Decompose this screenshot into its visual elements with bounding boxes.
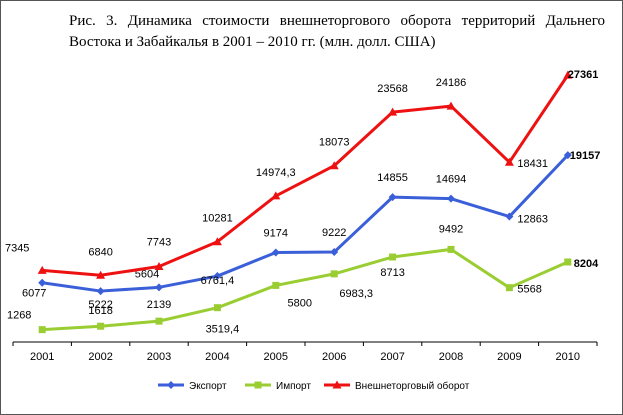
turnover-data-label: 18073 (319, 137, 350, 149)
turnover-data-label: 27361 (568, 69, 599, 81)
x-tick-label: 2002 (88, 351, 112, 363)
data-point (272, 249, 280, 257)
export-data-label: 12863 (517, 214, 548, 226)
import-data-label: 9492 (439, 223, 463, 235)
export-data-label: 9222 (322, 227, 346, 239)
data-point (255, 382, 262, 389)
import-data-label: 1618 (88, 305, 112, 317)
x-tick-label: 2005 (264, 351, 288, 363)
import-data-label: 5800 (288, 297, 312, 309)
import-legend-label: Импорт (276, 381, 311, 392)
x-tick-label: 2007 (380, 351, 404, 363)
data-point (447, 195, 455, 203)
data-point (448, 246, 455, 253)
turnover-data-label: 24186 (436, 77, 467, 89)
import-data-label: 1268 (7, 310, 31, 322)
data-point (38, 279, 46, 287)
turnover-data-label: 14974,3 (256, 167, 296, 179)
import-data-label: 2139 (147, 299, 171, 311)
data-point (156, 318, 163, 325)
export-data-label: 19157 (570, 150, 601, 162)
import-data-label: 8713 (380, 267, 404, 279)
export-series-line (42, 155, 568, 291)
export-data-label: 6761,4 (201, 275, 235, 287)
turnover-data-label: 7743 (147, 236, 171, 248)
chart-caption: Рис. 3. Динамика стоимости внешнеторгово… (69, 11, 605, 53)
export-legend-label: Экспорт (189, 381, 227, 392)
data-point (97, 323, 104, 330)
turnover-data-label: 23568 (377, 83, 408, 95)
data-point (272, 282, 279, 289)
data-point (331, 270, 338, 277)
x-tick-label: 2009 (497, 351, 521, 363)
data-point (167, 381, 175, 389)
import-data-label: 3519,4 (206, 324, 240, 336)
data-point (39, 326, 46, 333)
turnover-data-label: 18431 (517, 158, 548, 170)
import-data-label: 8204 (574, 258, 599, 270)
data-point (97, 287, 105, 295)
data-point (564, 258, 571, 265)
import-data-label: 6983,3 (339, 288, 373, 300)
turnover-series-line (42, 75, 568, 275)
data-point (506, 284, 513, 291)
export-data-label: 9174 (264, 228, 288, 240)
data-point (389, 254, 396, 261)
data-point (155, 283, 163, 291)
x-tick-label: 2003 (147, 351, 171, 363)
turnover-legend-label: Внешнеторговый оборот (355, 380, 470, 392)
x-tick-label: 2001 (30, 351, 54, 363)
x-tick-label: 2004 (205, 351, 229, 363)
data-point (214, 304, 221, 311)
x-tick-label: 2010 (556, 351, 580, 363)
turnover-data-label: 10281 (202, 213, 233, 225)
export-data-label: 14855 (377, 172, 408, 184)
turnover-data-label: 7345 (5, 242, 29, 254)
import-data-label: 5568 (517, 284, 541, 296)
x-tick-label: 2008 (439, 351, 463, 363)
export-data-label: 14694 (436, 174, 467, 186)
export-data-label: 6077 (22, 288, 46, 300)
turnover-data-label: 6840 (88, 246, 112, 258)
x-tick-label: 2006 (322, 351, 346, 363)
